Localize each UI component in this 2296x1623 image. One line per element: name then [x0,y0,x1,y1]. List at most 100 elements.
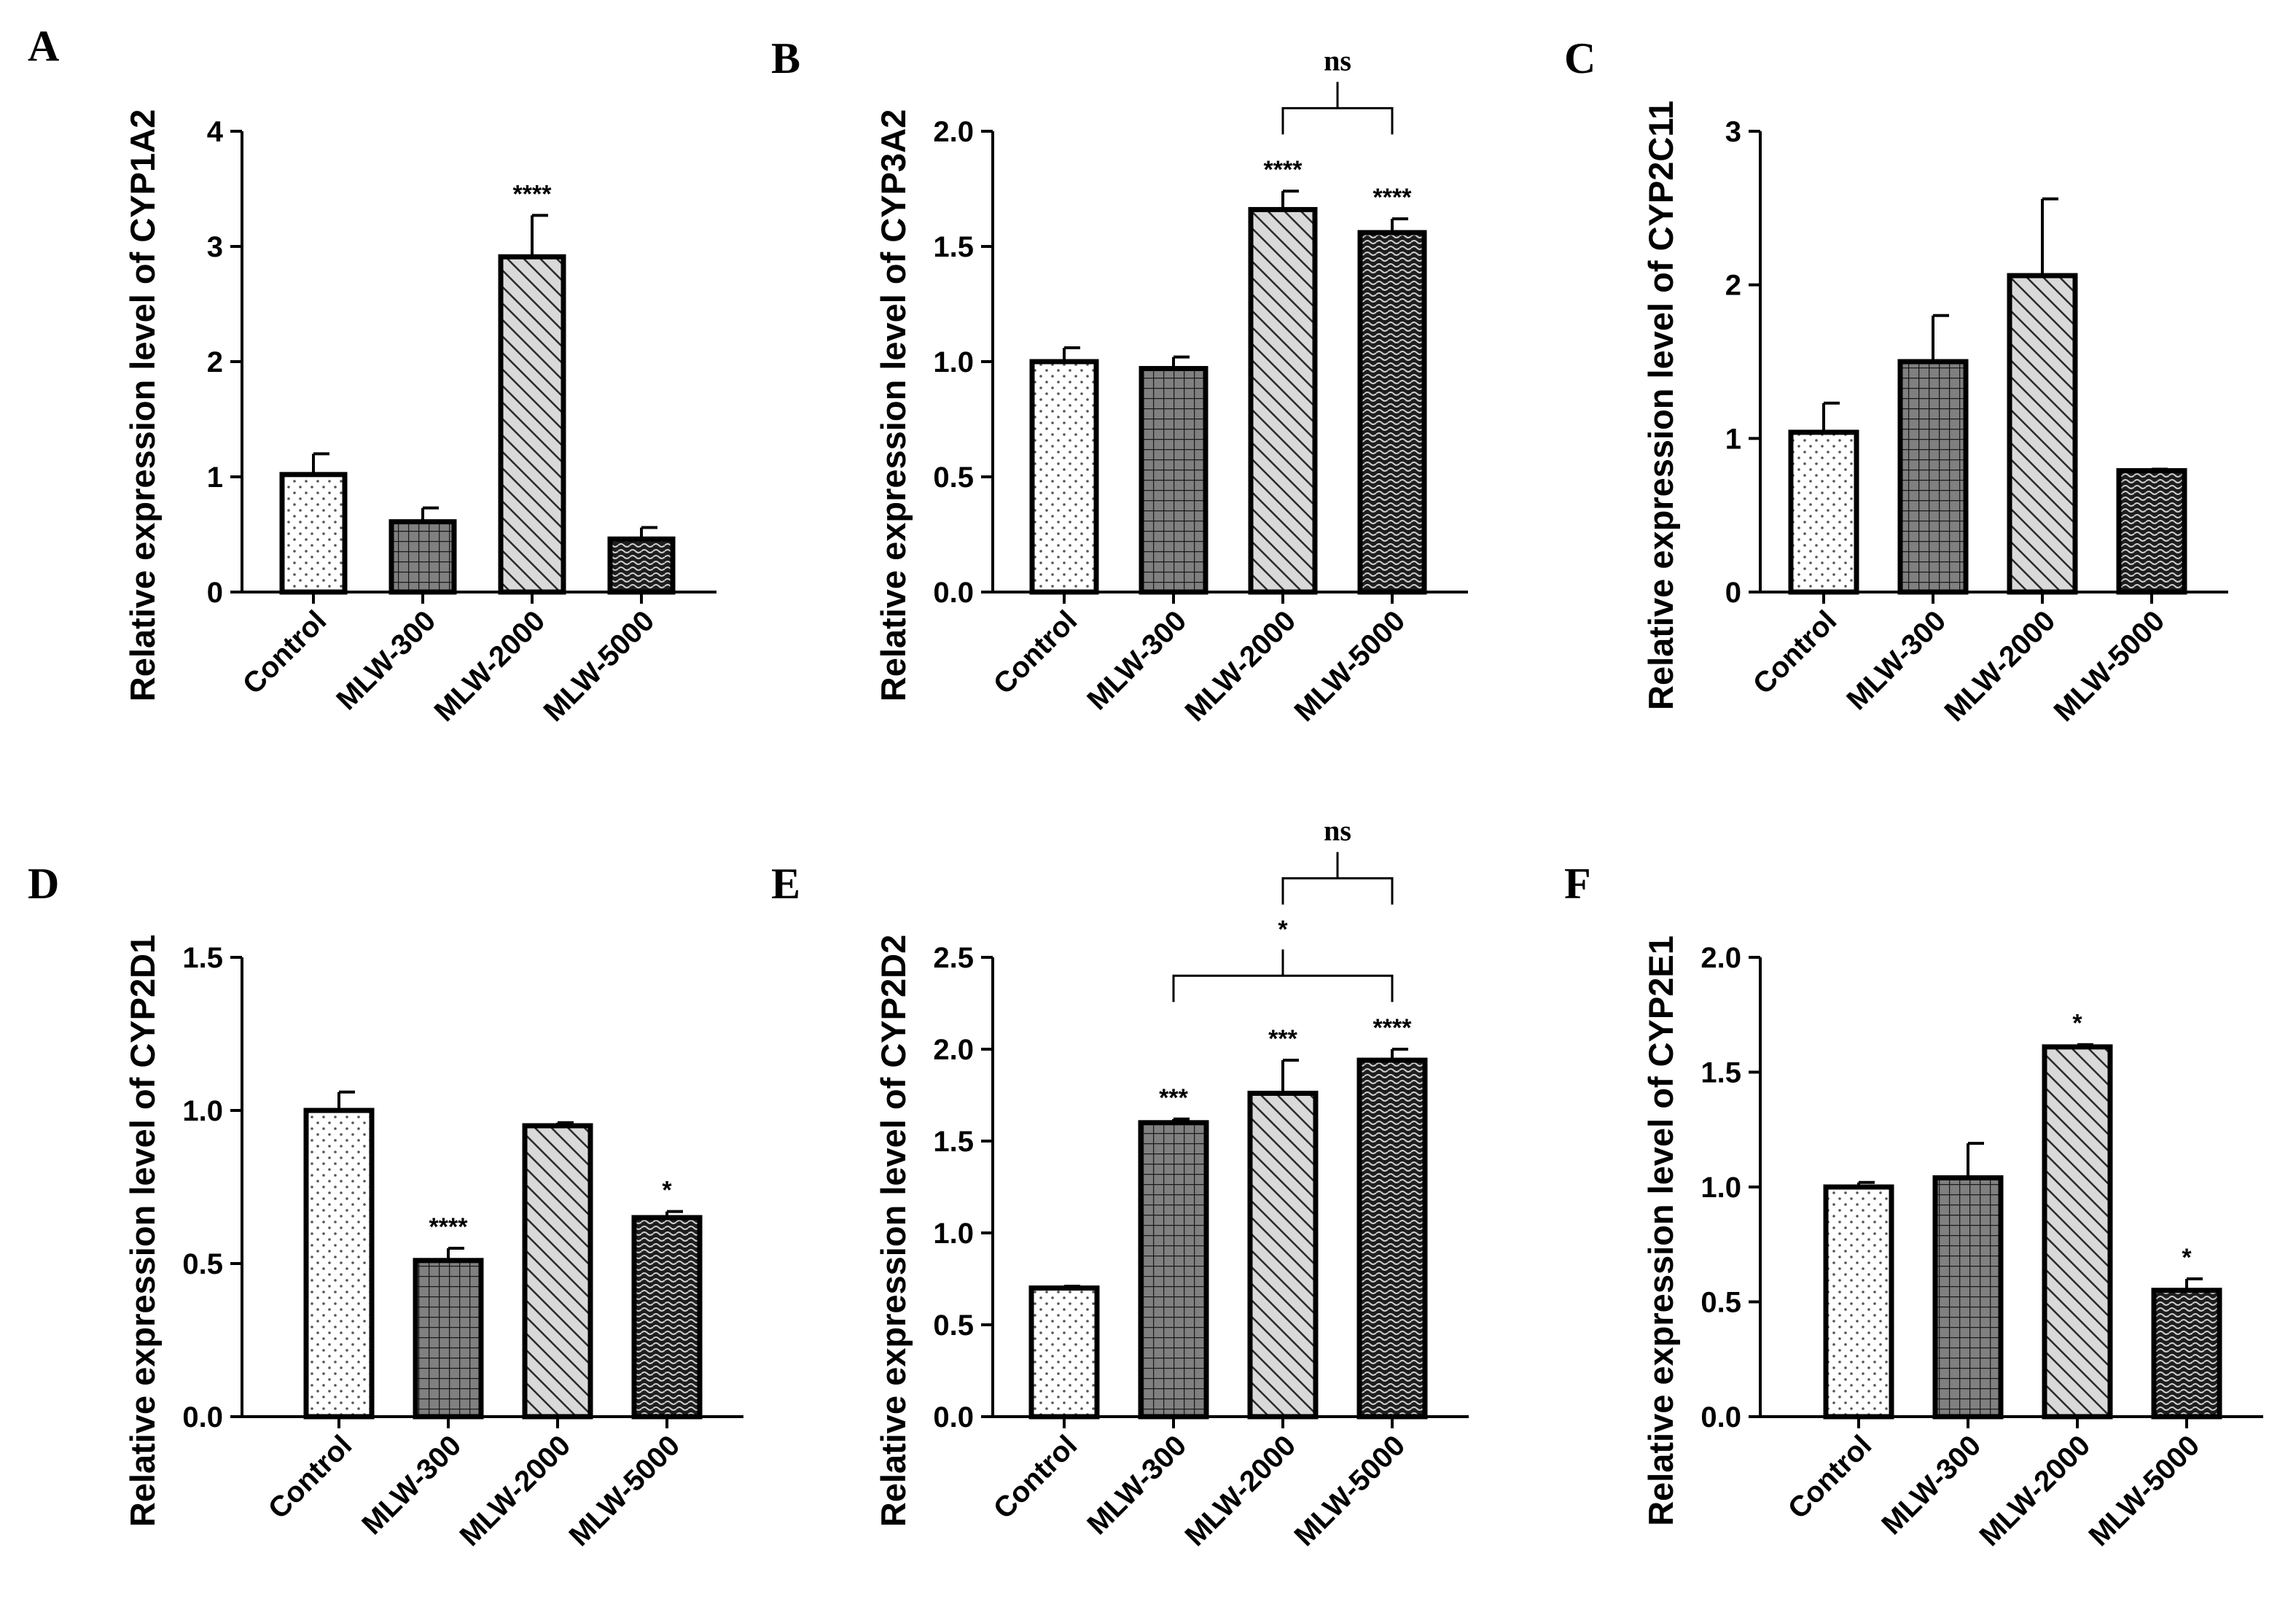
y-axis-label: Relative expression level of CYP3A2 [874,109,913,701]
x-category-label: MLW-300 [1081,1429,1192,1541]
x-category-label: MLW-2000 [1179,1429,1302,1552]
x-category-label: MLW-2000 [453,1429,577,1552]
y-tick-label: 0.5 [933,462,974,494]
x-category-label: MLW-300 [1875,1429,1987,1541]
y-tick-label: 3 [1725,116,1741,148]
significance-label: **** [1373,1014,1413,1042]
x-category-label: MLW-300 [356,1429,467,1541]
bar-mlw-300 [413,1258,484,1420]
bar-control [279,472,348,595]
bar-mlw-300 [388,519,457,595]
significance-label: * [2182,1244,2192,1272]
y-tick-label: 0.0 [933,1401,974,1433]
chart-panel-e: E Relative expression level of CYP2D2 0.0 0… [771,814,1469,1552]
y-tick-label: 0.5 [933,1309,974,1342]
bar-mlw-2000 [498,254,566,595]
significance-label: * [662,1177,672,1204]
panel-letter: E [771,860,800,908]
bar-control [1788,429,1859,595]
x-category-label: MLW-5000 [2047,604,2171,728]
x-category-label: Control [988,1429,1084,1525]
y-tick-label: 1 [1725,423,1741,455]
chart-panel-f: F Relative expression level of CYP2E1 0.0 0… [1564,860,2263,1552]
bracket-label: * [1278,916,1288,943]
x-category-label: Control [262,1429,359,1525]
y-tick-label: 2 [1725,270,1741,302]
y-tick-label: 2 [207,346,223,378]
x-category-label: MLW-2000 [428,604,551,728]
y-tick-label: 2.0 [933,116,974,148]
y-tick-label: 1 [207,462,223,494]
bar-control [1029,359,1099,595]
y-tick-label: 0.0 [182,1401,223,1433]
y-axis-label: Relative expression level of CYP2E1 [1641,935,1680,1526]
y-tick-label: 0.5 [182,1248,223,1280]
x-category-label: Control [1782,1429,1878,1525]
bar-mlw-2000 [522,1123,593,1420]
y-axis-label: Relative expression level of CYP1A2 [123,109,162,701]
y-axis-label: Relative expression level of CYP2C11 [1641,101,1680,710]
y-tick-label: 1.5 [1700,1057,1741,1089]
x-category-label: MLW-5000 [2082,1429,2206,1552]
y-tick-label: 2.5 [933,942,974,974]
panel-letter: F [1564,860,1591,908]
panel-letter: C [1564,34,1596,82]
significance-label: * [2072,1010,2082,1038]
y-tick-label: 0.5 [1700,1287,1741,1319]
x-category-label: MLW-5000 [1288,604,1411,728]
y-axis-label: Relative expression level of CYP2D1 [123,935,162,1527]
comparison-bracket [1172,949,1394,1003]
comparison-bracket [1281,82,1394,135]
bracket-label: ns [1324,44,1351,77]
x-category-label: MLW-5000 [1288,1429,1411,1552]
x-category-label: MLW-300 [330,604,442,716]
chart-panel-d: D Relative expression level of CYP2D1 0.0 0… [28,860,743,1552]
x-category-label: MLW-300 [1081,604,1192,716]
y-axis-label: Relative expression level of CYP2D2 [874,935,913,1527]
x-category-label: Control [1747,604,1843,701]
bar-mlw-5000 [1356,1057,1428,1420]
y-tick-label: 1.5 [933,1126,974,1158]
chart-panel-b: B Relative expression level of CYP3A2 0.0 0… [771,34,1468,728]
bar-control [303,1108,375,1420]
bar-mlw-300 [1138,1120,1209,1420]
y-tick-label: 1.0 [1700,1172,1741,1204]
y-tick-label: 0.0 [933,577,974,609]
significance-label: *** [1268,1025,1297,1053]
bar-control [1823,1184,1894,1420]
significance-label: **** [513,180,552,208]
x-category-label: MLW-5000 [537,604,660,728]
significance-label: **** [1264,156,1303,184]
y-tick-label: 0.0 [1700,1401,1741,1433]
bar-mlw-5000 [607,536,676,595]
y-tick-label: 1.0 [933,1218,974,1250]
x-category-label: MLW-5000 [563,1429,686,1552]
panel-letter: A [28,22,59,70]
y-tick-label: 0 [1725,577,1741,609]
bar-mlw-5000 [1357,230,1427,595]
x-category-label: Control [237,604,333,701]
y-tick-label: 1.0 [182,1095,223,1127]
x-category-label: MLW-2000 [1938,604,2061,728]
y-tick-label: 0 [207,577,223,609]
bar-mlw-300 [1139,365,1208,595]
bar-mlw-2000 [1248,206,1318,595]
significance-label: *** [1159,1084,1188,1112]
bar-mlw-5000 [2151,1288,2222,1420]
bar-mlw-300 [1932,1175,2004,1420]
bar-mlw-5000 [2116,468,2187,595]
y-tick-label: 1.5 [933,231,974,263]
panel-letter: B [771,34,800,82]
y-tick-label: 2.0 [933,1034,974,1066]
bar-mlw-2000 [2007,273,2078,595]
bar-mlw-2000 [1247,1090,1319,1420]
x-category-label: MLW-2000 [1179,604,1302,728]
x-category-label: Control [988,604,1084,701]
bar-mlw-5000 [631,1215,703,1420]
significance-label: **** [429,1213,469,1241]
x-category-label: MLW-300 [1840,604,1952,716]
x-category-label: MLW-2000 [1973,1429,2096,1552]
y-tick-label: 4 [207,116,224,148]
bar-mlw-2000 [2042,1044,2113,1420]
